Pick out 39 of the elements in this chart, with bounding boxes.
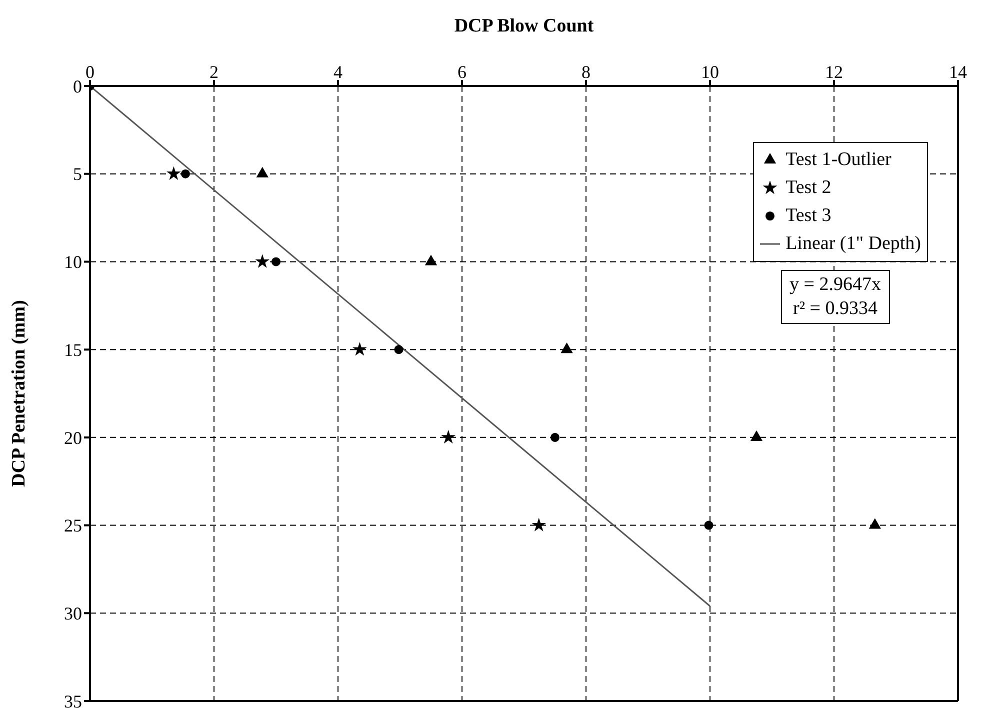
x-tick-label: 6 <box>458 62 466 82</box>
y-tick-label: 5 <box>73 164 82 184</box>
legend-label: Linear (1" Depth) <box>786 232 921 256</box>
x-tick-label: 0 <box>86 62 94 82</box>
annotation: y = 2.9647x <box>790 273 881 297</box>
x-tick-label: 8 <box>582 62 590 82</box>
y-tick-label: 25 <box>64 516 82 536</box>
point <box>166 166 181 180</box>
y-tick-label: 20 <box>64 428 82 448</box>
legend-label: Test 3 <box>786 204 832 228</box>
point <box>352 342 367 356</box>
y-tick-label: 0 <box>73 76 82 96</box>
x-tick-label: 12 <box>825 62 843 82</box>
y-axis-title: DCP Penetration (mm) <box>8 300 30 487</box>
point <box>560 342 573 354</box>
y-tick-label: 35 <box>64 691 82 712</box>
legend-label: Test 1-Outlier <box>786 148 892 172</box>
point <box>394 345 404 354</box>
x-tick-label: 2 <box>210 62 218 82</box>
legend-label: Test 2 <box>786 176 832 200</box>
point <box>256 166 268 178</box>
point <box>704 520 714 530</box>
point <box>180 169 190 178</box>
x-tick-label: 10 <box>701 62 719 82</box>
point <box>750 430 763 441</box>
annotation: r² = 0.9334 <box>792 297 879 321</box>
x-tick-label: 4 <box>334 62 342 82</box>
point <box>424 254 438 266</box>
point <box>550 432 560 442</box>
x-axis-title: DCP Blow Count <box>454 15 594 36</box>
point <box>441 430 456 444</box>
point <box>532 518 546 532</box>
point <box>255 254 270 268</box>
y-tick-label: 15 <box>64 340 82 360</box>
point <box>271 257 281 266</box>
y-tick-label: 10 <box>64 252 82 272</box>
y-tick-label: 30 <box>64 604 82 624</box>
point <box>868 518 881 529</box>
x-tick-label: 14 <box>949 62 967 82</box>
